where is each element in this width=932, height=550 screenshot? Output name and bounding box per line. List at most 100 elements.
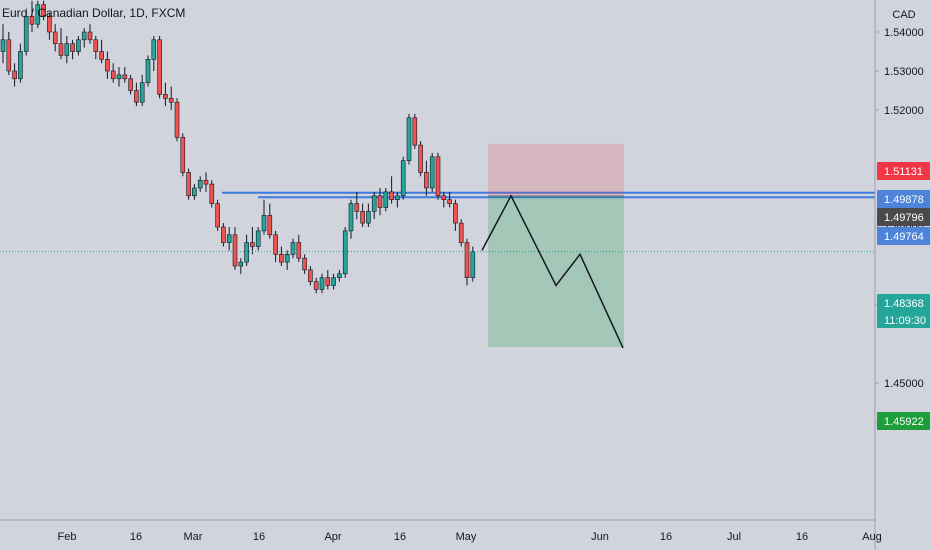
candle-down (447, 199, 452, 204)
price-badge (877, 162, 930, 180)
price-badge-label: 1.48368 (884, 298, 924, 310)
candle-down (203, 179, 209, 185)
candle-down (267, 215, 273, 236)
candle-up (238, 261, 244, 267)
candle-down (441, 195, 447, 201)
price-badge (877, 208, 930, 226)
time-tick-label: 16 (253, 531, 265, 543)
time-tick-label: Feb (58, 531, 77, 543)
candle-down (313, 281, 319, 290)
candle-up (197, 179, 203, 189)
candle-down (279, 254, 284, 263)
time-tick-label: May (456, 531, 477, 543)
price-tick-label: 1.52000 (884, 105, 924, 117)
candle-down (110, 70, 116, 80)
candle-down (47, 16, 52, 33)
price-badge-label: 1.45922 (884, 416, 924, 428)
candle-up (261, 215, 267, 232)
candle-down (273, 234, 278, 255)
candle-up (406, 117, 412, 162)
candle-down (377, 195, 383, 208)
candle-down (105, 58, 110, 72)
candle-up (319, 277, 325, 290)
candle-up (23, 16, 29, 52)
candle-up (366, 211, 371, 224)
price-tick-label: 1.54000 (884, 27, 924, 39)
price-badge (877, 190, 930, 208)
candle-down (93, 39, 99, 52)
candle-down (168, 98, 174, 103)
candle-up (383, 191, 389, 208)
candle-up (64, 43, 70, 56)
candle-down (186, 172, 191, 197)
candle-up (35, 4, 41, 25)
time-tick-label: 16 (394, 531, 406, 543)
candle-up (139, 82, 145, 103)
candle-down (6, 39, 12, 72)
candle-up (76, 39, 81, 52)
candle-down (122, 74, 128, 80)
candle-down (174, 101, 180, 138)
price-badge-label: 1.49764 (884, 231, 924, 243)
candle-down (418, 144, 423, 173)
candle-up (395, 195, 400, 201)
candle-down (87, 31, 93, 41)
candle-up (331, 277, 336, 286)
time-axis[interactable]: Feb 16 Mar 16 Apr 16 May Jun 16 Jul 16 Aug (58, 531, 882, 543)
candle-up (151, 39, 157, 60)
candle-up (116, 74, 122, 80)
candle-down (29, 16, 35, 25)
candle-down (424, 172, 429, 189)
take-profit-zone (488, 195, 624, 348)
candle-down (360, 211, 365, 224)
candle-up (429, 156, 435, 189)
candle-down (134, 90, 139, 103)
candle-up (342, 230, 348, 275)
price-badge-label: 1.49796 (884, 212, 924, 224)
candle-down (389, 191, 394, 200)
candle-down (296, 242, 302, 259)
candle-up (470, 251, 476, 279)
candle-up (145, 58, 151, 83)
currency-label: CAD (892, 9, 915, 21)
candle-up (290, 242, 296, 255)
price-badge-label: 1.51131 (884, 166, 923, 178)
price-badge-label: 1.49878 (884, 194, 924, 206)
time-tick-label: Jun (591, 531, 609, 543)
candle-up (255, 230, 261, 247)
projection-path (481, 194, 624, 349)
candle-down (250, 242, 255, 247)
symbol-title: Euro / Canadian Dollar, 1D, FXCM (2, 6, 186, 20)
candle-up (244, 242, 249, 263)
candle-down (180, 137, 186, 173)
candle-down (157, 39, 162, 95)
candle-down (41, 4, 46, 17)
bar-countdown: 11:09:30 (884, 315, 926, 327)
candle-down (435, 156, 441, 197)
candle-down (163, 94, 168, 99)
plot-area[interactable] (0, 0, 875, 520)
candle-down (12, 70, 17, 80)
price-tick-label: 1.45000 (884, 378, 924, 390)
candle-down (52, 31, 58, 44)
candle-down (308, 269, 313, 282)
time-tick-label: Jul (727, 531, 741, 543)
price-badge (877, 227, 930, 245)
time-tick-label: 16 (130, 531, 142, 543)
time-tick-label: Apr (324, 531, 341, 543)
candle-down (325, 277, 331, 286)
candle-down (464, 242, 470, 279)
time-tick-label: 16 (660, 531, 672, 543)
candle-up (18, 51, 23, 80)
candle-up (226, 234, 232, 243)
candle-up (348, 203, 354, 232)
candle-down (128, 78, 133, 91)
time-tick-label: Aug (862, 531, 882, 543)
candle-up (81, 31, 87, 41)
candle-down (70, 43, 75, 52)
price-badge (877, 412, 930, 430)
price-tick-label: 1.53000 (884, 66, 924, 78)
candle-up (284, 254, 290, 263)
candle-down (458, 222, 464, 243)
